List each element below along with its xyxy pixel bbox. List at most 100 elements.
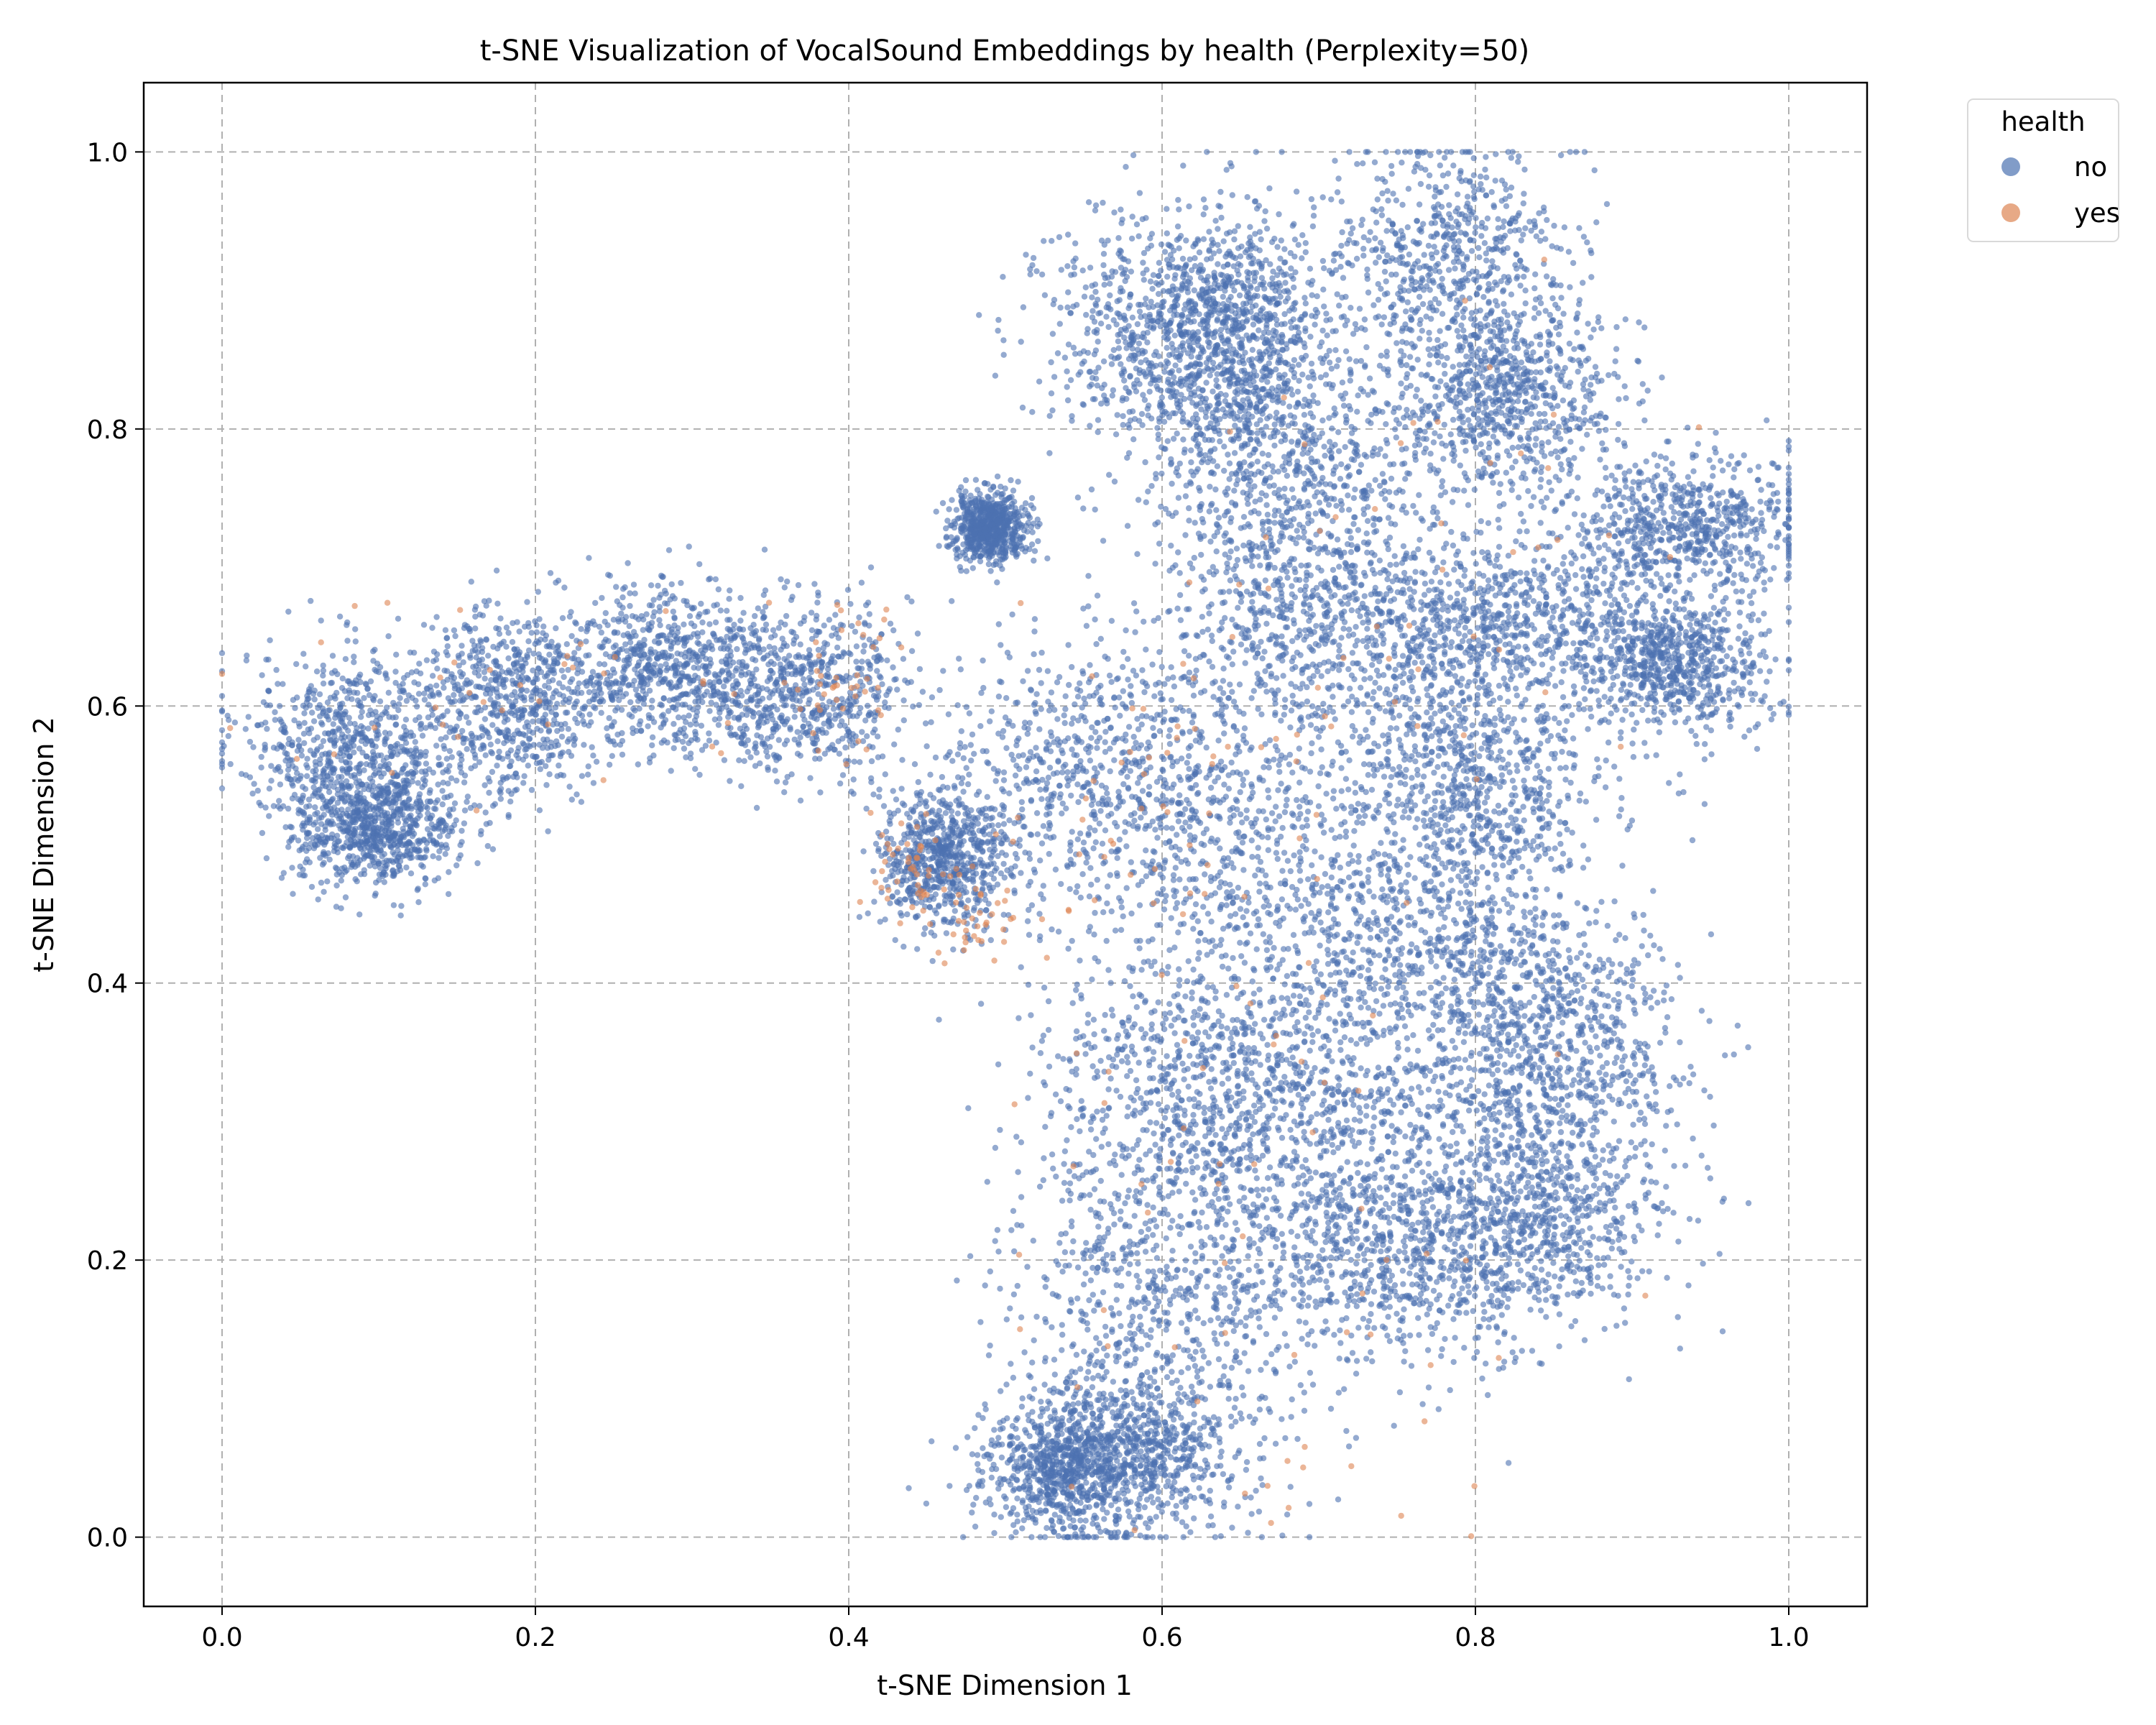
scatter-point-no <box>1069 747 1074 753</box>
scatter-point-no <box>515 661 520 666</box>
scatter-point-no <box>915 630 921 636</box>
scatter-point-no <box>351 659 356 665</box>
scatter-point-no <box>306 845 312 851</box>
scatter-point-no <box>1056 674 1062 680</box>
scatter-point-no <box>387 844 393 850</box>
scatter-point-no <box>460 671 466 677</box>
scatter-point-no <box>369 857 375 863</box>
scatter-point-no <box>528 697 534 703</box>
scatter-point-no <box>928 719 934 725</box>
scatter-point-no <box>276 764 282 770</box>
scatter-point-no <box>760 627 766 632</box>
scatter-point-no <box>1037 857 1043 863</box>
scatter-point-no <box>305 816 310 822</box>
scatter-point-no <box>310 793 315 799</box>
scatter-point-no <box>612 707 618 713</box>
scatter-point-no <box>1079 871 1085 877</box>
scatter-point-no <box>801 654 806 660</box>
scatter-point-no <box>631 581 637 587</box>
scatter-point-no <box>485 653 491 658</box>
scatter-point-no <box>970 565 976 571</box>
scatter-point-no <box>1080 671 1086 676</box>
scatter-point-no <box>751 676 757 682</box>
scatter-point-no <box>823 730 829 735</box>
scatter-point-no <box>727 587 732 593</box>
scatter-point-no <box>1107 725 1113 731</box>
scatter-point-no <box>695 665 701 671</box>
scatter-point-no <box>360 725 366 731</box>
scatter-point-no <box>672 732 678 737</box>
scatter-point-no <box>902 678 908 684</box>
scatter-point-no <box>1026 512 1031 518</box>
scatter-point-no <box>315 896 321 902</box>
scatter-point-no <box>586 722 591 728</box>
scatter-point-no <box>1187 785 1193 791</box>
scatter-point-no <box>659 702 665 708</box>
scatter-point-no <box>655 634 661 640</box>
scatter-point-no <box>569 676 575 682</box>
scatter-point-no <box>1256 845 1261 850</box>
scatter-point-no <box>899 757 905 763</box>
scatter-point-no <box>443 767 449 773</box>
scatter-point-no <box>479 726 485 732</box>
scatter-point-no <box>883 692 889 698</box>
scatter-point-no <box>784 737 790 743</box>
scatter-point-no <box>1033 709 1038 714</box>
scatter-point-no <box>361 871 367 877</box>
scatter-point-no <box>1007 494 1013 500</box>
scatter-point-no <box>441 746 447 752</box>
scatter-point-no <box>826 718 831 724</box>
scatter-point-no <box>1074 739 1079 745</box>
scatter-point-no <box>408 730 414 735</box>
scatter-point-no <box>1023 545 1029 551</box>
scatter-point-no <box>1033 745 1038 750</box>
scatter-point-no <box>799 693 805 699</box>
scatter-point-no <box>681 622 686 627</box>
scatter-point-no <box>973 548 979 554</box>
scatter-point-no <box>343 894 349 900</box>
scatter-point-no <box>400 801 405 807</box>
scatter-point-no <box>890 664 895 670</box>
scatter-point-no <box>1037 787 1043 793</box>
scatter-point-no <box>895 727 901 732</box>
scatter-point-no <box>666 547 672 553</box>
scatter-point-no <box>865 911 871 916</box>
scatter-point-no <box>969 732 975 737</box>
scatter-point-no <box>971 751 977 757</box>
scatter-point-no <box>760 696 765 702</box>
scatter-point-no <box>916 702 922 708</box>
scatter-point-no <box>594 759 599 765</box>
scatter-point-no <box>390 750 396 755</box>
scatter-point-no <box>352 876 358 882</box>
scatter-point-no <box>1045 796 1051 802</box>
scatter-point-no <box>851 699 857 705</box>
scatter-point-no <box>291 834 297 840</box>
scatter-point-no <box>363 741 369 747</box>
scatter-point-no <box>992 533 998 538</box>
scatter-point-no <box>835 653 841 659</box>
scatter-point-no <box>1013 552 1018 558</box>
scatter-point-no <box>384 735 390 741</box>
scatter-point-no <box>371 763 377 769</box>
scatter-point-no <box>264 702 270 708</box>
scatter-point-no <box>324 878 330 884</box>
scatter-point-no <box>461 779 467 785</box>
scatter-point-no <box>949 497 954 503</box>
scatter-point-no <box>328 835 334 841</box>
scatter-point-no <box>449 754 455 760</box>
scatter-point-no <box>686 543 692 549</box>
scatter-point-no <box>411 679 417 685</box>
scatter-point-no <box>681 725 687 731</box>
scatter-point-no <box>413 698 418 704</box>
scatter-point-no <box>477 612 483 617</box>
scatter-point-no <box>482 598 487 604</box>
scatter-point-no <box>436 755 441 760</box>
scatter-point-no <box>992 492 998 497</box>
scatter-point-no <box>586 652 591 658</box>
scatter-point-no <box>1105 813 1111 819</box>
scatter-point-no <box>778 647 783 653</box>
scatter-point-no <box>482 669 487 675</box>
scatter-point-no <box>683 691 688 697</box>
scatter-point-no <box>770 670 775 676</box>
scatter-point-no <box>391 833 397 839</box>
